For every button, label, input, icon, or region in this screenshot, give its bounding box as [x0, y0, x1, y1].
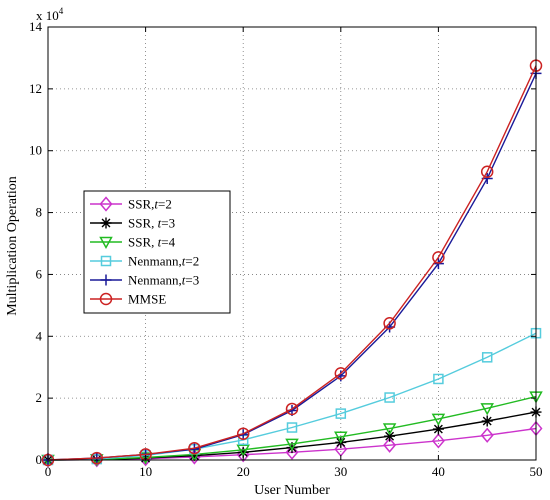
data-point	[384, 392, 395, 403]
data-point	[481, 415, 493, 427]
data-point	[431, 433, 445, 449]
data-point	[334, 367, 348, 380]
data-point	[90, 451, 104, 465]
data-point	[384, 430, 396, 442]
y-tick-label: 12	[29, 81, 42, 96]
data-point	[236, 444, 250, 457]
data-point	[480, 427, 494, 443]
x-tick-label: 50	[530, 464, 543, 479]
legend-marker	[99, 292, 113, 306]
legend-label: SSR,t=2	[128, 197, 172, 212]
data-point	[431, 413, 446, 426]
data-point	[237, 446, 249, 458]
data-point	[383, 437, 397, 453]
data-point	[334, 431, 348, 444]
legend-label: SSR, t=4	[128, 235, 176, 250]
data-point	[188, 441, 201, 455]
data-point	[188, 450, 200, 462]
legend-item: MMSE	[90, 292, 166, 307]
data-point	[285, 438, 299, 451]
legend-item: SSR, t=4	[90, 235, 176, 250]
series-6	[41, 59, 543, 467]
series-line	[47, 395, 537, 461]
legend: SSR,t=2 SSR, t=3 SSR, t=4 Nenmann,t=2 Nenman…	[83, 190, 231, 314]
x-tick-label: 30	[334, 464, 347, 479]
y-tick-label: 0	[36, 452, 43, 467]
ticks: 0 10 20 30 40 50 0 2 4 6 8 10 12 14	[29, 19, 543, 479]
legend-label: Nenmann,t=2	[128, 254, 199, 269]
legend-box	[83, 190, 231, 314]
legend-item: SSR, t=3	[90, 216, 175, 231]
y-tick-label: 6	[36, 266, 43, 281]
legend-item: Nenmann,t=3	[90, 273, 199, 288]
y-multiplier-exponent: 4	[59, 6, 64, 16]
series-line	[47, 332, 537, 461]
legend-label: SSR, t=3	[128, 216, 175, 231]
y-tick-label: 14	[29, 19, 43, 34]
data-point	[286, 442, 298, 454]
data-point	[286, 422, 298, 433]
data-point	[383, 317, 396, 330]
data-point	[335, 408, 347, 419]
legend-label: Nenmann,t=3	[128, 273, 199, 288]
legend-marker	[100, 255, 112, 267]
x-tick-label: 20	[237, 464, 250, 479]
data-point	[432, 423, 444, 435]
data-point	[481, 352, 493, 363]
data-point	[382, 423, 397, 436]
x-tick-label: 10	[139, 464, 152, 479]
legend-marker	[100, 217, 112, 229]
x-axis-label: User Number	[254, 483, 330, 498]
legend-marker	[100, 274, 112, 286]
grid	[48, 27, 536, 460]
data-point	[285, 402, 299, 416]
legend-marker	[99, 236, 113, 250]
y-tick-label: 2	[36, 390, 43, 405]
legend-label: MMSE	[128, 292, 166, 307]
legend-item: Nenmann,t=2	[90, 254, 199, 269]
data-point	[480, 165, 494, 178]
legend-item: SSR,t=2	[90, 196, 172, 212]
data-point	[285, 444, 299, 460]
y-tick-label: 4	[36, 328, 43, 343]
data-point	[480, 403, 494, 416]
y-multiplier-label: x 104	[36, 6, 64, 23]
x-tick-label: 40	[432, 464, 445, 479]
data-point	[236, 427, 250, 440]
y-tick-label: 10	[29, 143, 42, 158]
data-point	[433, 373, 444, 385]
series-line	[47, 65, 537, 461]
plot-frame	[47, 26, 537, 461]
y-tick-label: 8	[36, 205, 43, 220]
legend-marker	[99, 196, 113, 212]
x-tick-label: 0	[45, 464, 52, 479]
data-point	[432, 251, 445, 264]
y-axis-label: Multiplication Operation	[5, 176, 20, 316]
